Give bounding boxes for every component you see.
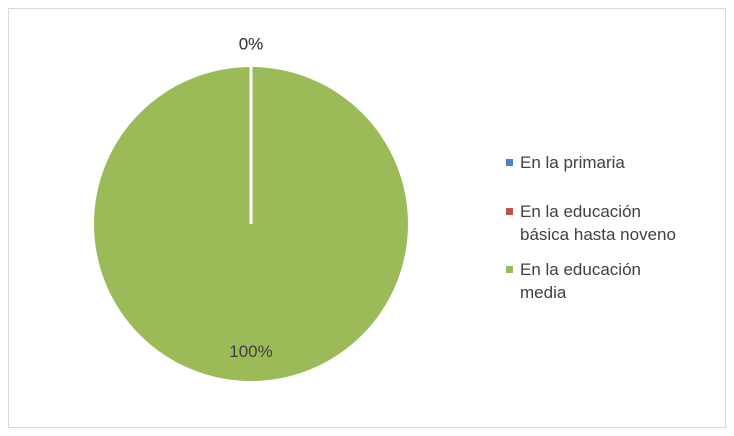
legend-swatch [506,159,513,166]
legend-item: En la primaria [506,151,686,174]
data-label: 0% [239,34,264,53]
legend-label: En la educación básica hasta noveno [520,202,676,244]
legend-swatch [506,266,513,273]
legend-item: En la educación básica hasta noveno [506,200,686,246]
legend-label: En la educación media [520,260,641,302]
legend-label: En la primaria [520,153,625,172]
data-label: 0% [239,34,264,53]
legend-item: En la educación media [506,258,686,304]
data-label: 100% [229,342,272,361]
legend-swatch [506,208,513,215]
